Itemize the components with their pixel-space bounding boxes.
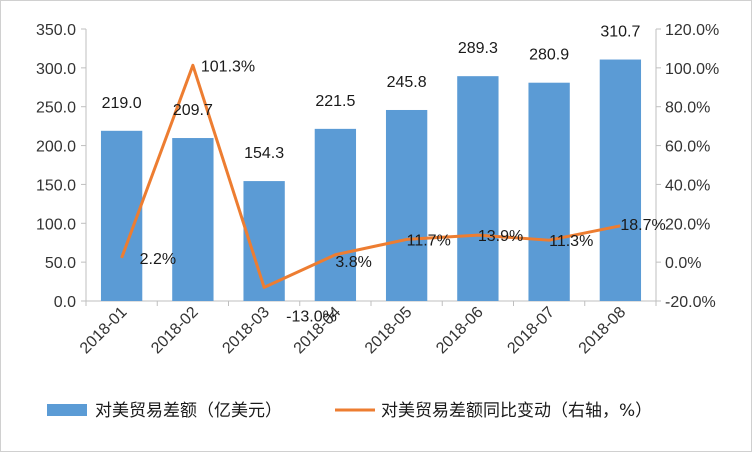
bar bbox=[457, 76, 499, 301]
y-right-tick-label: -20.0% bbox=[665, 294, 716, 311]
line-value-label: 101.3% bbox=[201, 58, 255, 75]
legend-bar-label: 对美贸易差额（亿美元） bbox=[95, 401, 282, 421]
y-right-tick-label: 20.0% bbox=[665, 216, 710, 233]
y-left-tick-label: 350.0 bbox=[36, 22, 76, 39]
x-tick-label: 2018-08 bbox=[576, 304, 630, 358]
legend: 对美贸易差额（亿美元） 对美贸易差额同比变动（右轴，%） bbox=[47, 401, 652, 421]
y-left-tick-label: 250.0 bbox=[36, 100, 76, 117]
y-left-tick-label: 150.0 bbox=[36, 177, 76, 194]
line-series bbox=[120, 63, 621, 289]
line-value-label: 11.3% bbox=[549, 233, 593, 250]
bar-value-label: 280.9 bbox=[529, 47, 569, 64]
bar bbox=[385, 109, 428, 301]
x-tick-label: 2018-05 bbox=[362, 304, 416, 358]
y-left-tick-label: 50.0 bbox=[45, 255, 76, 272]
bar bbox=[599, 59, 642, 301]
bar-value-label: 154.3 bbox=[244, 145, 284, 162]
bar bbox=[100, 130, 143, 301]
x-tick-label: 2018-01 bbox=[77, 304, 131, 358]
line-value-label: 13.9% bbox=[478, 228, 523, 245]
line-value-label: -13.0% bbox=[286, 308, 337, 325]
legend-line-label: 对美贸易差额同比变动（右轴，%） bbox=[381, 401, 652, 421]
line-path bbox=[120, 63, 621, 289]
x-tick-label: 2018-02 bbox=[148, 304, 202, 358]
line-value-label: 18.7% bbox=[620, 217, 665, 234]
x-tick-label: 2018-07 bbox=[504, 304, 558, 358]
y-right-tick-label: 40.0% bbox=[665, 177, 710, 194]
bar-value-label: 289.3 bbox=[458, 40, 498, 57]
bar bbox=[528, 82, 570, 302]
y-right-tick-label: 100.0% bbox=[665, 61, 719, 78]
data-labels: 219.0 209.7 154.3 221.5 245.8 289.3 280.9 310.7… bbox=[102, 24, 666, 326]
x-tick-label: 2018-03 bbox=[219, 304, 273, 358]
line-value-label: 3.8% bbox=[335, 254, 371, 271]
y-left-tick-label: 200.0 bbox=[36, 139, 76, 156]
line-value-label: 11.7% bbox=[407, 232, 451, 249]
x-tick-label: 2018-06 bbox=[433, 304, 487, 358]
y-left-tick-label: 100.0 bbox=[36, 216, 76, 233]
line-value-label: 2.2% bbox=[140, 251, 176, 268]
y-right-tick-label: 120.0% bbox=[665, 22, 719, 39]
legend-bar-swatch bbox=[47, 404, 87, 416]
bar-value-label: 221.5 bbox=[315, 93, 355, 110]
y-right-tick-label: 80.0% bbox=[665, 100, 710, 117]
bar-value-label: 219.0 bbox=[102, 95, 142, 112]
bar bbox=[314, 128, 357, 301]
y-left-tick-label: 0.0 bbox=[54, 294, 76, 311]
bar bbox=[172, 138, 214, 301]
bar-value-label: 310.7 bbox=[600, 24, 640, 41]
bar-value-label: 209.7 bbox=[173, 102, 213, 119]
bar-value-label: 245.8 bbox=[387, 74, 427, 91]
y-right-tick-label: 60.0% bbox=[665, 139, 710, 156]
y-left-tick-label: 300.0 bbox=[36, 61, 76, 78]
y-right-tick-label: 0.0% bbox=[665, 255, 701, 272]
